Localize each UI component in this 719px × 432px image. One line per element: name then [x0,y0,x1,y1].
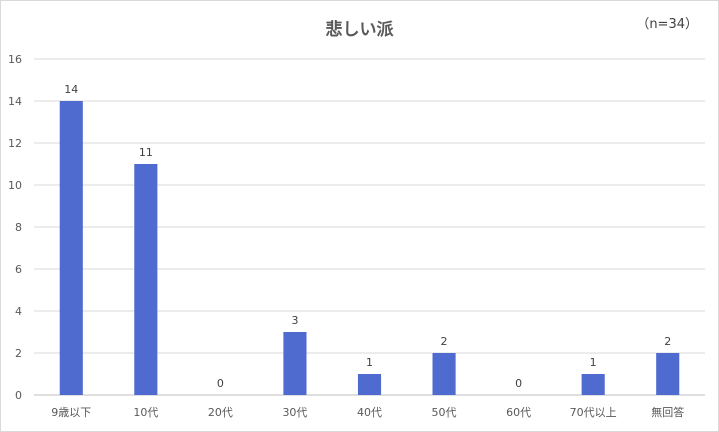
data-label: 1 [366,356,373,369]
bar [357,374,382,395]
y-tick-label: 8 [15,221,22,234]
bar [656,353,680,395]
y-tick-label: 14 [8,95,22,108]
data-label: 11 [139,146,153,159]
x-tick-label: 30代 [282,406,307,419]
y-tick-label: 12 [8,137,22,150]
x-tick-label: 20代 [208,406,233,419]
x-tick-label: 10代 [133,406,158,419]
data-label: 2 [441,335,448,348]
y-tick-label: 16 [8,53,22,66]
data-label: 0 [217,377,224,390]
data-label: 1 [590,356,597,369]
bar [432,353,456,395]
chart-title: 悲しい派 [325,20,394,40]
data-label: 14 [64,83,78,96]
bar [59,101,83,395]
data-label: 3 [291,314,298,327]
y-tick-label: 2 [15,347,22,360]
y-tick-label: 0 [15,389,22,402]
y-tick-label: 4 [15,305,22,318]
x-tick-label: 9歳以下 [51,406,91,419]
data-label: 2 [664,335,671,348]
y-tick-label: 10 [8,179,22,192]
bar [283,332,307,395]
data-label: 0 [515,377,522,390]
x-tick-label: 40代 [357,406,382,419]
x-tick-label: 70代以上 [570,406,617,419]
x-tick-label: 50代 [432,406,457,419]
x-tick-label: 無回答 [651,405,684,419]
bar [581,374,605,395]
sample-size-note: （n=34） [636,17,698,32]
y-tick-label: 6 [15,263,22,276]
x-tick-label: 60代 [506,406,531,419]
bar [134,164,158,395]
